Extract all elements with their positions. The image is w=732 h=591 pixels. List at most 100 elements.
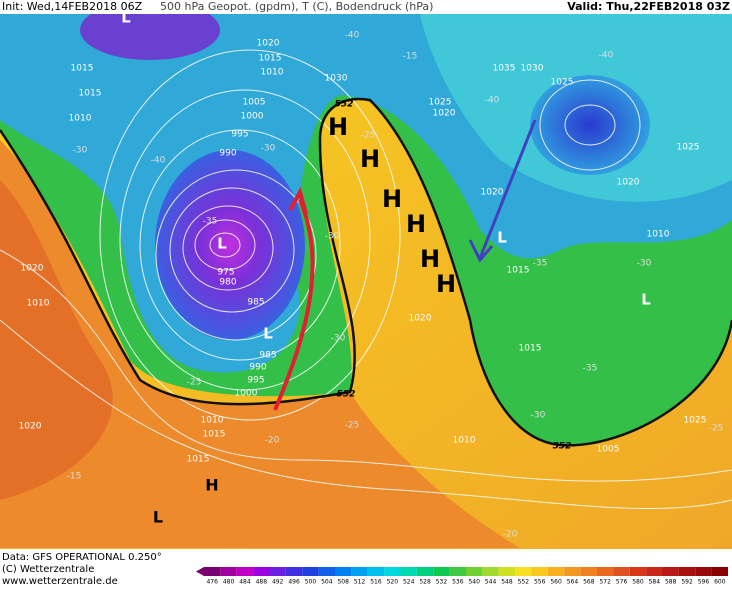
isobar-label: 975 [217, 268, 234, 278]
data-source: Data: GFS OPERATIONAL 0.250° [2, 552, 162, 563]
arrow-head [468, 239, 494, 263]
colorbar-cell [367, 567, 385, 576]
pressure-center: H [328, 113, 348, 141]
isobar-label: 1005 [243, 98, 266, 108]
geopotential-552 [0, 97, 732, 447]
isobar-label: 1015 [203, 430, 226, 440]
colorbar-label: 492 [272, 579, 284, 586]
colorbar-cell [711, 567, 728, 576]
colorbar-label: 484 [239, 579, 251, 586]
colorbar-cell [678, 567, 696, 576]
colorbar-cell [351, 567, 368, 576]
orange-region [0, 140, 520, 548]
isobar-label: 985 [259, 351, 276, 361]
colorbar-cell [580, 567, 597, 576]
header-bar [0, 0, 732, 14]
colorbar-label: 560 [550, 579, 562, 586]
colorbar-cell [302, 567, 319, 576]
colorbar-cell [564, 567, 581, 576]
colorbar-label: 488 [256, 579, 268, 586]
isobar-label: 1030 [521, 64, 544, 74]
temperature-label: -15 [403, 52, 418, 62]
colorbar-label: 512 [354, 579, 366, 586]
isobar-label: 990 [219, 149, 236, 159]
geopotential-label: 552 [553, 442, 572, 452]
colorbar-cell [629, 567, 647, 576]
temperature-label: -25 [187, 378, 202, 388]
pressure-center: H [436, 270, 456, 298]
isobar-label: 1020 [19, 422, 42, 432]
colorbar-cell [285, 567, 303, 576]
isobar-label: 1010 [201, 416, 224, 426]
temperature-label: -30 [331, 334, 346, 344]
colorbar-cell [318, 567, 335, 576]
colorbar-cell [482, 567, 499, 576]
colorbar-label: 564 [567, 579, 579, 586]
low-core [155, 150, 305, 340]
temperature-label: -30 [325, 232, 340, 242]
colorbar-label: 600 [714, 579, 726, 586]
isobar-label: 1020 [617, 178, 640, 188]
colorbar-arrow [196, 567, 204, 576]
isobar-label: 1010 [647, 230, 670, 240]
pressure-center: H [406, 210, 426, 238]
isobar-label: 1010 [69, 114, 92, 124]
orange-region [0, 180, 113, 500]
isobar-label: 1000 [235, 389, 258, 399]
isobar-label: 1020 [409, 314, 432, 324]
colorbar-cell [613, 567, 630, 576]
isobar-label: 1005 [597, 445, 620, 455]
colorbar-label: 500 [305, 579, 317, 586]
isobar-label: 1015 [507, 266, 530, 276]
colorbar-label: 588 [665, 579, 677, 586]
pressure-center: H [205, 476, 218, 495]
colorbar-cell [204, 567, 221, 576]
colorbar-cell [515, 567, 532, 576]
colorbar-cell [400, 567, 417, 576]
isobar-label: 1010 [453, 436, 476, 446]
isobar-label: 1000 [241, 112, 264, 122]
init-text: Init: Wed,14FEB2018 06Z [2, 0, 143, 13]
colorbar-label: 592 [681, 579, 693, 586]
temperature-label: -40 [599, 51, 614, 61]
arrow [478, 119, 537, 259]
temperature-label: -25 [345, 421, 360, 431]
colorbar-cell [269, 567, 286, 576]
low-core [80, 0, 220, 60]
temperature-label: -15 [67, 472, 82, 482]
isobar-label: 995 [231, 130, 248, 140]
colorbar: 476 480 484 488 492 496 500 504 508 512 516 520 524 5… [196, 567, 728, 586]
colorbar-label: 532 [436, 579, 448, 586]
colorbar-cell [695, 567, 712, 576]
pressure-center: L [217, 235, 227, 253]
colorbar-cell [433, 567, 450, 576]
colorbar-cell [597, 567, 614, 576]
temperature-label: -25 [709, 424, 724, 434]
pressure-center: L [263, 325, 273, 343]
colorbar-label: 596 [698, 579, 710, 586]
geopotential-label: 552 [337, 390, 356, 400]
colorbar-label: 576 [616, 579, 628, 586]
isobar-label: 1025 [684, 416, 707, 426]
colorbar-cell [416, 567, 434, 576]
colorbar-label: 540 [468, 579, 480, 586]
temperature-label: -30 [531, 411, 546, 421]
pressure-center: L [153, 508, 163, 527]
isobar-label: 985 [247, 298, 264, 308]
isobars [0, 49, 732, 510]
copyright: (C) Wetterzentrale [2, 564, 94, 575]
colorbar-cell [498, 567, 516, 576]
isobar-label: 1010 [27, 299, 50, 309]
isobar-label: 1020 [257, 39, 280, 49]
isobar-label: 1015 [187, 455, 210, 465]
url: www.wetterzentrale.de [2, 576, 118, 587]
isobar-label: 1015 [71, 64, 94, 74]
temperature-label: -20 [265, 436, 280, 446]
pressure-center: L [641, 291, 651, 309]
isobar-label: 1010 [261, 68, 284, 78]
isobar-label: 1020 [433, 109, 456, 119]
map-labels: 1015 1015 1010 1020 1015 1010 1005 1000 995 990 10… [19, 9, 724, 540]
isobar-label: 1035 [493, 64, 516, 74]
temperature-label: -25 [361, 131, 376, 141]
